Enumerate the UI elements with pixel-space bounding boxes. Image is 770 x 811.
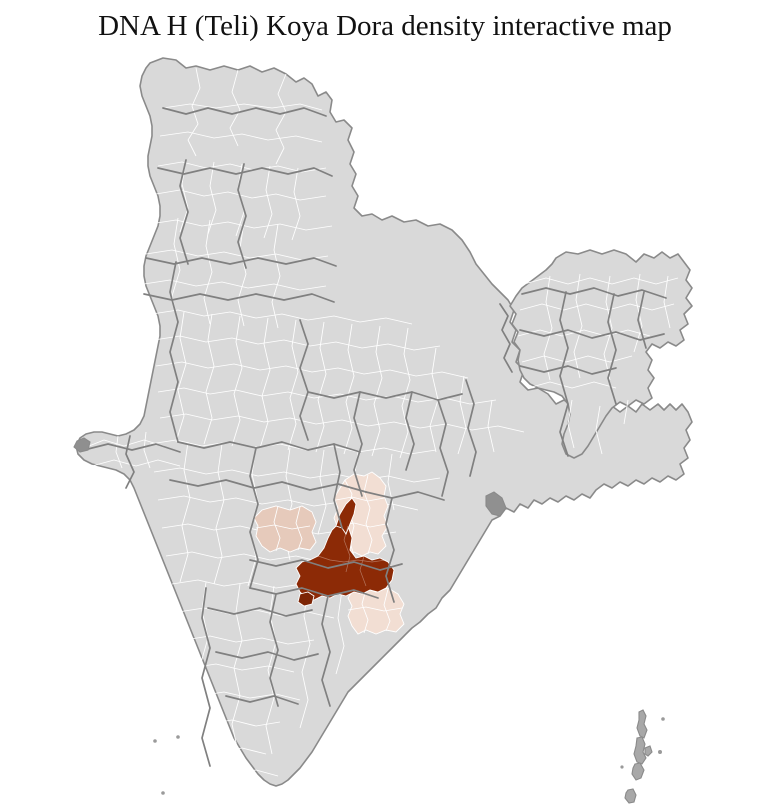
region-coastal-southeast-cluster[interactable] bbox=[348, 588, 404, 634]
mainland-base bbox=[75, 57, 693, 787]
state-border-layer bbox=[84, 108, 666, 766]
page-title: DNA H (Teli) Koya Dora density interacti… bbox=[98, 10, 672, 42]
western-cluster-borders bbox=[255, 505, 311, 552]
island-layer bbox=[74, 438, 665, 811]
highlighted-regions-layer[interactable] bbox=[254, 472, 404, 634]
india-choropleth-map[interactable] bbox=[0, 48, 770, 811]
island-andaman-south bbox=[632, 763, 644, 780]
island-dot-barren bbox=[661, 717, 665, 721]
island-andaman-north bbox=[637, 710, 647, 738]
island-sundarbans-sliver bbox=[486, 492, 506, 516]
island-dot-lakshadweep-a bbox=[153, 739, 157, 743]
mainland-base-layer bbox=[75, 57, 693, 787]
region-western-adjacent-district[interactable] bbox=[254, 506, 316, 552]
island-dot-lakshadweep-b bbox=[176, 735, 180, 739]
island-dot-narcondam bbox=[658, 750, 662, 754]
island-little-andaman bbox=[625, 789, 636, 803]
map-svg[interactable] bbox=[0, 48, 770, 811]
island-dot-small-a bbox=[620, 765, 624, 769]
island-andaman-east-sliver bbox=[645, 746, 652, 756]
coastal-cluster-borders bbox=[347, 588, 403, 634]
island-dot-lakshadweep-c bbox=[161, 791, 165, 795]
northeast-base bbox=[509, 249, 693, 459]
island-gujarat-nub bbox=[74, 438, 90, 452]
island-andaman-middle bbox=[634, 737, 646, 764]
northeast-base-layer bbox=[509, 249, 693, 459]
region-core-southwest-nub[interactable] bbox=[298, 592, 314, 606]
